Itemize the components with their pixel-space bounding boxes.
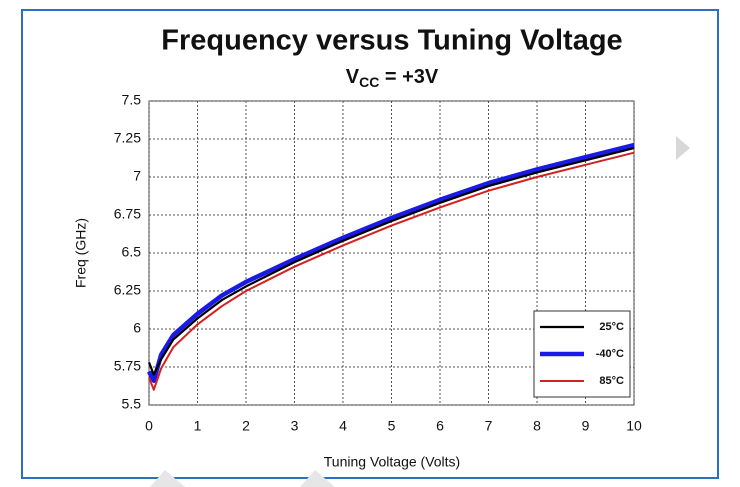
y-tick-label: 5.5 (122, 396, 142, 412)
legend-label: 25°C (599, 321, 624, 333)
y-tick-label: 7.25 (114, 130, 141, 146)
legend-label: -40°C (596, 348, 624, 360)
y-tick-label: 6 (133, 320, 141, 336)
legend-label: 85°C (599, 375, 624, 387)
y-tick-label: 6.25 (114, 282, 141, 298)
frame (21, 9, 719, 479)
subtitle-part: = +3V (379, 66, 439, 88)
arrow-decoration (676, 136, 690, 160)
x-tick-label: 10 (626, 418, 642, 434)
watermark-shape (300, 470, 335, 487)
y-axis-label: Freq (GHz) (73, 218, 89, 288)
x-tick-label: 7 (485, 418, 493, 434)
series-line (147, 147, 635, 376)
series-line (147, 142, 635, 383)
x-axis-label: Tuning Voltage (Volts) (324, 454, 460, 470)
x-tick-label: 2 (242, 418, 250, 434)
x-tick-label: 3 (291, 418, 299, 434)
y-tick-label: 5.75 (114, 358, 141, 374)
subtitle-subscript: CC (359, 74, 379, 90)
x-tick-label: 1 (194, 418, 202, 434)
x-tick-label: 0 (145, 418, 153, 434)
x-tick-label: 5 (388, 418, 396, 434)
x-tick-label: 4 (339, 418, 347, 434)
x-tick-label: 9 (582, 418, 590, 434)
y-tick-label: 7.5 (122, 92, 142, 108)
subtitle-part: V (346, 66, 360, 88)
x-tick-label: 8 (533, 418, 541, 434)
series-line (148, 151, 635, 391)
y-tick-label: 6.75 (114, 206, 141, 222)
x-tick-label: 6 (436, 418, 444, 434)
chart-title: Frequency versus Tuning Voltage (161, 25, 622, 57)
watermark-shape (150, 470, 185, 487)
y-tick-label: 6.5 (122, 244, 142, 260)
y-tick-label: 7 (133, 168, 141, 184)
chart-subtitle: VCC = +3V (346, 66, 439, 89)
